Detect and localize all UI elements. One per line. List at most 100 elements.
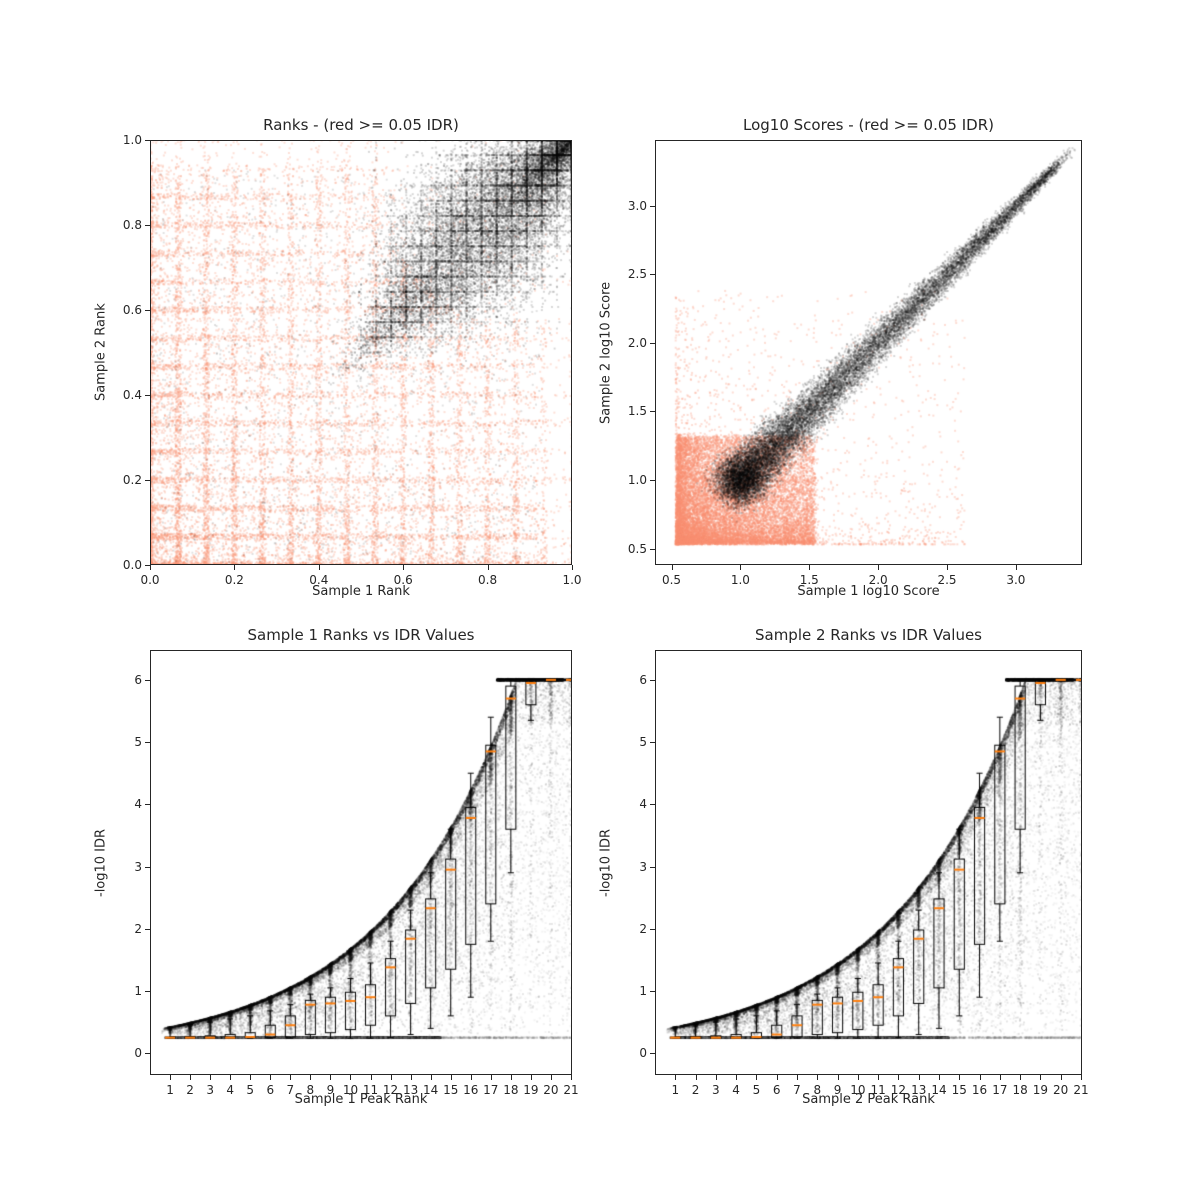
- x-tick-mark: [1020, 1075, 1022, 1080]
- x-tick-mark: [1060, 1075, 1062, 1080]
- x-tick-mark: [570, 1075, 572, 1080]
- y-tick-mark: [650, 804, 655, 806]
- x-tick-mark: [410, 1075, 412, 1080]
- x-tick-label: 14: [423, 1083, 439, 1097]
- x-tick-mark: [370, 1075, 372, 1080]
- x-tick-label: 6: [772, 1083, 781, 1097]
- y-tick-mark: [650, 866, 655, 868]
- x-tick-mark: [756, 1075, 758, 1080]
- x-tick-label: 11: [870, 1083, 886, 1097]
- y-tick-mark: [650, 274, 655, 276]
- y-tick-label: 4: [134, 797, 142, 812]
- x-tick-label: 2: [186, 1083, 194, 1097]
- x-tick-mark: [150, 565, 151, 570]
- x-tick-mark: [947, 565, 948, 570]
- x-tick-mark: [403, 565, 405, 570]
- x-tick-label: 1.0: [562, 573, 582, 587]
- x-tick-mark: [837, 1075, 839, 1080]
- x-tick-mark: [675, 1075, 677, 1080]
- x-tick-label: 8: [306, 1083, 315, 1097]
- y-tick-label: 0.5: [627, 541, 647, 556]
- y-tick-label: 1.0: [627, 473, 647, 487]
- x-tick-label: 21: [563, 1083, 579, 1097]
- x-tick-mark: [740, 565, 742, 570]
- x-tick-label: 7: [286, 1083, 295, 1097]
- scatter-canvas-sample1-idr: [150, 650, 572, 1075]
- x-tick-label: 12: [890, 1083, 907, 1097]
- y-tick-mark: [145, 480, 150, 481]
- x-tick-mark: [695, 1075, 697, 1080]
- y-tick-mark: [145, 395, 150, 396]
- x-tick-label: 10: [850, 1083, 866, 1097]
- x-tick-label: 8: [813, 1083, 822, 1097]
- chart-title-scores: Log10 Scores - (red >= 0.05 IDR): [743, 116, 994, 134]
- y-tick-label: 0.0: [122, 558, 142, 572]
- x-tick-mark: [550, 1075, 552, 1080]
- x-tick-mark: [530, 1075, 532, 1080]
- y-tick-label: 2: [639, 921, 647, 936]
- y-tick-label: 6: [134, 672, 142, 687]
- x-tick-label: 4: [226, 1083, 235, 1097]
- y-tick-mark: [145, 140, 150, 141]
- x-tick-label: 20: [543, 1083, 559, 1097]
- x-tick-mark: [270, 1075, 272, 1080]
- x-axis-label-ranks: Sample 1 Rank: [312, 584, 410, 599]
- x-tick-label: 0.8: [478, 573, 498, 587]
- x-tick-label: 16: [971, 1083, 988, 1097]
- x-tick-mark: [170, 1075, 172, 1080]
- x-tick-label: 13: [402, 1083, 419, 1097]
- y-tick-mark: [650, 480, 655, 481]
- y-tick-mark: [145, 742, 150, 744]
- y-tick-mark: [145, 1053, 150, 1055]
- y-tick-mark: [145, 804, 150, 806]
- x-tick-mark: [250, 1075, 252, 1080]
- x-axis-label-sample1-idr: Sample 1 Peak Rank: [294, 1092, 428, 1107]
- x-tick-label: 0.0: [140, 573, 160, 587]
- x-tick-mark: [776, 1075, 778, 1080]
- x-tick-label: 5: [752, 1083, 761, 1097]
- x-tick-mark: [390, 1075, 392, 1080]
- x-tick-mark: [450, 1075, 452, 1080]
- x-tick-mark: [470, 1075, 472, 1080]
- x-tick-label: 17: [992, 1083, 1008, 1097]
- x-tick-label: 0.2: [224, 573, 244, 587]
- x-tick-label: 12: [382, 1083, 399, 1097]
- y-tick-mark: [145, 225, 150, 226]
- chart-title-ranks: Ranks - (red >= 0.05 IDR): [263, 116, 459, 134]
- x-tick-mark: [817, 1075, 819, 1080]
- y-tick-mark: [145, 565, 150, 566]
- x-tick-label: 3: [712, 1083, 720, 1097]
- y-tick-mark: [145, 928, 150, 930]
- x-tick-mark: [999, 1075, 1001, 1080]
- x-tick-label: 5: [246, 1083, 255, 1097]
- x-tick-label: 1.0: [730, 573, 750, 587]
- x-tick-label: 9: [326, 1083, 335, 1097]
- x-tick-label: 18: [503, 1083, 519, 1097]
- x-tick-mark: [1015, 565, 1017, 570]
- x-tick-label: 3.0: [1006, 573, 1026, 587]
- x-tick-mark: [979, 1075, 981, 1080]
- x-tick-label: 10: [342, 1083, 359, 1097]
- y-tick-label: 5: [134, 735, 142, 750]
- x-tick-mark: [809, 565, 811, 570]
- y-tick-label: 5: [639, 735, 647, 750]
- x-tick-mark: [715, 1075, 717, 1080]
- y-tick-label: 2.5: [627, 267, 647, 282]
- chart-title-sample2-idr: Sample 2 Ranks vs IDR Values: [754, 626, 982, 644]
- y-tick-label: 1.0: [122, 133, 142, 147]
- x-tick-label: 3: [206, 1083, 214, 1097]
- x-tick-mark: [857, 1075, 859, 1080]
- x-tick-label: 17: [483, 1083, 499, 1097]
- x-tick-mark: [230, 1075, 232, 1080]
- x-tick-mark: [671, 565, 673, 570]
- y-tick-label: 2: [134, 921, 142, 936]
- x-tick-label: 21: [1073, 1083, 1089, 1097]
- x-tick-mark: [510, 1075, 512, 1080]
- x-tick-mark: [190, 1075, 192, 1080]
- x-tick-label: 0.6: [393, 573, 413, 587]
- x-tick-mark: [572, 565, 573, 570]
- y-tick-mark: [650, 342, 655, 344]
- x-tick-label: 4: [732, 1083, 740, 1097]
- x-tick-mark: [898, 1075, 900, 1080]
